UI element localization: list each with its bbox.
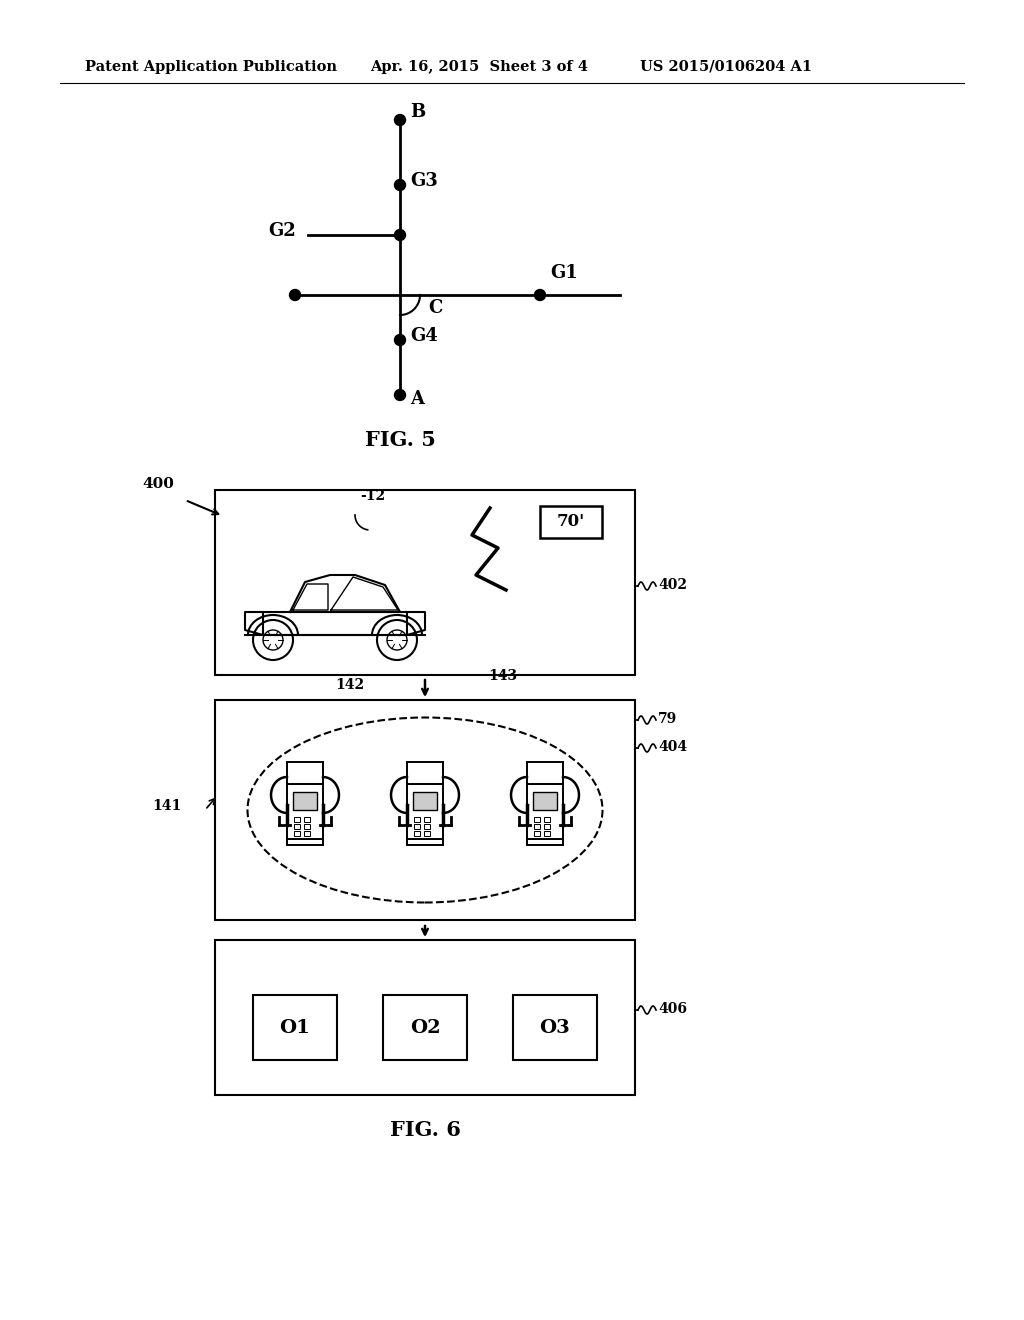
Bar	[414, 824, 420, 829]
Text: 79: 79	[658, 711, 677, 726]
Text: 400: 400	[142, 477, 174, 491]
Bar	[407, 840, 443, 845]
Bar	[527, 840, 563, 845]
Text: O1: O1	[280, 1019, 310, 1038]
Text: 404: 404	[658, 741, 687, 754]
Bar	[534, 792, 557, 810]
Bar	[383, 995, 467, 1060]
Bar	[287, 840, 323, 845]
Bar	[534, 832, 540, 836]
Bar	[534, 817, 540, 822]
Bar	[304, 824, 310, 829]
Circle shape	[253, 620, 293, 660]
Text: -12: -12	[360, 488, 385, 503]
Bar	[544, 832, 550, 836]
Text: US 2015/0106204 A1: US 2015/0106204 A1	[640, 59, 812, 74]
Bar	[527, 762, 563, 784]
Text: G2: G2	[268, 222, 296, 240]
Text: G3: G3	[410, 172, 437, 190]
Bar	[544, 824, 550, 829]
Bar	[424, 832, 430, 836]
Text: C: C	[428, 300, 442, 317]
Text: O3: O3	[540, 1019, 570, 1038]
Circle shape	[394, 230, 406, 240]
Bar	[215, 700, 635, 920]
Circle shape	[290, 289, 300, 301]
Bar	[424, 824, 430, 829]
Bar	[407, 762, 443, 784]
Circle shape	[377, 620, 417, 660]
Bar	[294, 832, 300, 836]
Text: 141: 141	[153, 799, 182, 813]
Text: Patent Application Publication: Patent Application Publication	[85, 59, 337, 74]
Bar	[527, 784, 563, 840]
Text: G4: G4	[410, 327, 437, 345]
Bar	[540, 506, 602, 539]
Bar	[534, 824, 540, 829]
Bar	[424, 817, 430, 822]
Bar	[544, 817, 550, 822]
Bar	[287, 762, 323, 784]
Text: 402: 402	[658, 578, 687, 591]
Bar	[253, 995, 337, 1060]
Text: 70': 70'	[557, 513, 585, 531]
Circle shape	[394, 180, 406, 190]
Bar	[294, 824, 300, 829]
Bar	[293, 792, 317, 810]
Text: 142: 142	[335, 678, 365, 692]
Polygon shape	[263, 612, 407, 635]
Bar	[513, 995, 597, 1060]
Text: 406: 406	[658, 1002, 687, 1016]
Bar	[215, 490, 635, 675]
Text: 143: 143	[488, 669, 517, 682]
Circle shape	[394, 334, 406, 346]
Text: FIG. 6: FIG. 6	[389, 1119, 461, 1140]
Bar	[407, 784, 443, 840]
Bar	[215, 940, 635, 1096]
Bar	[294, 817, 300, 822]
Circle shape	[535, 289, 546, 301]
Text: O2: O2	[410, 1019, 440, 1038]
Text: B: B	[410, 103, 425, 121]
Bar	[413, 792, 437, 810]
Bar	[304, 817, 310, 822]
Bar	[304, 832, 310, 836]
Text: G1: G1	[550, 264, 578, 282]
Bar	[414, 817, 420, 822]
Bar	[287, 784, 323, 840]
Bar	[414, 832, 420, 836]
Polygon shape	[290, 576, 400, 612]
Text: Apr. 16, 2015  Sheet 3 of 4: Apr. 16, 2015 Sheet 3 of 4	[370, 59, 588, 74]
Text: A: A	[410, 389, 424, 408]
Circle shape	[394, 115, 406, 125]
Circle shape	[394, 389, 406, 400]
Text: FIG. 5: FIG. 5	[365, 430, 435, 450]
